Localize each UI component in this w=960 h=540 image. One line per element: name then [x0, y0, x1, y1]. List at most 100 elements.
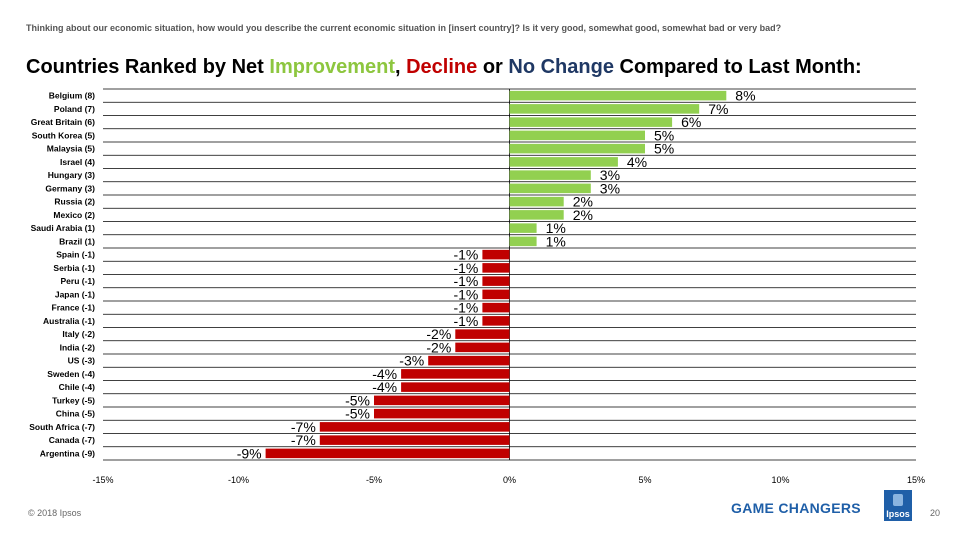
category-label: Spain (-1) [56, 250, 95, 260]
data-label: -5% [345, 406, 370, 422]
bar [509, 236, 537, 247]
data-label: -1% [453, 260, 478, 276]
survey-question: Thinking about our economic situation, h… [26, 23, 782, 33]
game-changers-tagline: GAME CHANGERS [731, 500, 861, 516]
title-no-change: No Change [508, 56, 614, 78]
data-label: 4% [627, 154, 647, 170]
data-label: 3% [600, 180, 620, 196]
data-label: -2% [426, 326, 451, 342]
category-label: Russia (2) [54, 197, 95, 207]
data-label: -1% [453, 300, 478, 316]
category-label: Serbia (-1) [53, 263, 95, 273]
ipsos-logo: Ipsos [884, 490, 912, 521]
data-label: 5% [654, 141, 674, 157]
data-label: -1% [453, 313, 478, 329]
data-label: -5% [345, 392, 370, 408]
category-label: South Korea (5) [32, 130, 95, 140]
bar [401, 382, 510, 392]
bar [319, 435, 510, 445]
category-label: Poland (7) [54, 104, 95, 114]
data-label: 3% [600, 167, 620, 183]
title-separator-1: , [394, 56, 407, 78]
bar [428, 355, 510, 366]
logo-figure-icon [893, 494, 903, 506]
data-label: -2% [426, 339, 451, 355]
category-label: Israel (4) [60, 157, 95, 167]
data-label: 7% [708, 101, 728, 117]
data-label: -9% [237, 445, 262, 461]
bar [482, 249, 510, 260]
title-part-2: Compared to Last Month: [613, 56, 862, 78]
x-tick-label: 5% [638, 475, 651, 485]
category-label: South Africa (-7) [29, 422, 95, 432]
x-tick-label: 10% [771, 475, 789, 485]
category-label: Italy (-2) [62, 329, 95, 339]
logo-text: Ipsos [886, 509, 910, 519]
category-label: Peru (-1) [61, 276, 96, 286]
bar [509, 104, 700, 114]
title-improvement: Improvement [269, 56, 395, 78]
data-label: 1% [546, 233, 566, 249]
x-tick-label: -15% [92, 475, 113, 485]
bar [509, 157, 618, 167]
category-label: Great Britain (6) [31, 117, 95, 127]
bar [482, 276, 510, 286]
data-label: 5% [654, 127, 674, 143]
bar [482, 289, 510, 300]
bar [319, 422, 510, 432]
category-label: China (-5) [56, 409, 95, 419]
bar [455, 342, 510, 353]
category-label: India (-2) [60, 342, 96, 352]
bar [455, 329, 510, 339]
category-label: Germany (3) [45, 183, 95, 193]
bar [509, 90, 727, 101]
x-tick-label: 0% [503, 475, 516, 485]
category-label: Japan (-1) [55, 289, 95, 299]
x-tick-label: -10% [228, 475, 249, 485]
data-label: 2% [573, 194, 593, 210]
data-label: -1% [453, 286, 478, 302]
data-label: 1% [546, 220, 566, 236]
data-label: 2% [573, 207, 593, 223]
category-label: Canada (-7) [49, 435, 95, 445]
bar [509, 117, 673, 127]
bar [509, 130, 645, 141]
data-label: -4% [372, 379, 397, 395]
data-label: -1% [453, 247, 478, 263]
bar [509, 183, 591, 194]
bar [509, 223, 537, 233]
title-part-1: Countries Ranked by Net [26, 56, 270, 78]
category-label: Argentina (-9) [40, 448, 95, 458]
bar [401, 369, 510, 379]
category-label: France (-1) [52, 303, 96, 313]
category-label: Saudi Arabia (1) [31, 223, 96, 233]
x-tick-label: 15% [907, 475, 925, 485]
category-label: Malaysia (5) [47, 144, 95, 154]
bar [509, 196, 564, 207]
bar [374, 395, 510, 406]
data-label: -7% [291, 432, 316, 448]
category-label: Australia (-1) [43, 316, 95, 326]
x-tick-label: -5% [366, 475, 382, 485]
bar [509, 210, 564, 220]
bar [374, 408, 510, 419]
category-label: Belgium (8) [49, 91, 95, 101]
bar [265, 448, 510, 459]
copyright-text: © 2018 Ipsos [28, 508, 82, 518]
category-label: Brazil (1) [59, 236, 95, 246]
bar [509, 170, 591, 180]
category-label: Mexico (2) [53, 210, 95, 220]
page-number: 20 [930, 508, 941, 518]
data-label: 8% [735, 88, 755, 104]
bar [482, 302, 510, 313]
category-label: Turkey (-5) [52, 395, 95, 405]
data-label: -4% [372, 366, 397, 382]
bar [509, 143, 645, 154]
bar [482, 263, 510, 273]
data-label: 6% [681, 114, 701, 130]
category-label: Sweden (-4) [47, 369, 95, 379]
data-label: -7% [291, 419, 316, 435]
chart-title: Countries Ranked by Net Improvement, Dec… [26, 56, 862, 79]
data-label: -1% [453, 273, 478, 289]
